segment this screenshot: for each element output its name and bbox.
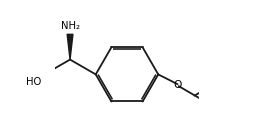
Text: NH₂: NH₂ xyxy=(61,21,80,31)
Text: HO: HO xyxy=(26,77,41,87)
Polygon shape xyxy=(67,34,73,60)
Text: O: O xyxy=(174,80,182,90)
